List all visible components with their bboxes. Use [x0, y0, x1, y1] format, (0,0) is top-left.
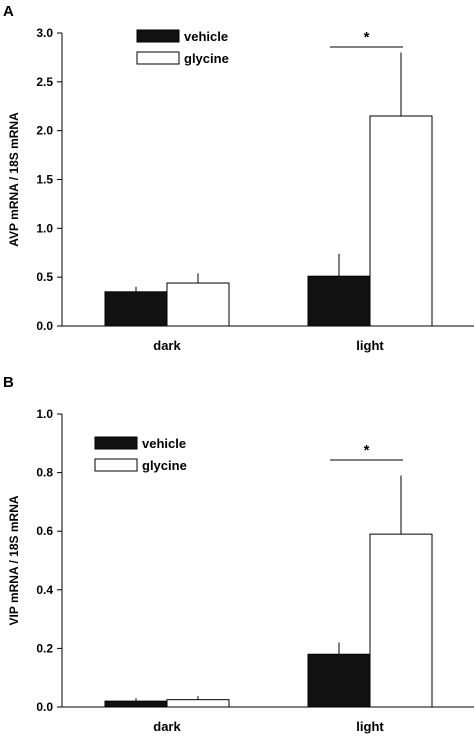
legend-swatch-glycine [136, 51, 180, 65]
y-tick-label: 0.4 [36, 583, 53, 597]
y-tick-label: 1.0 [36, 407, 53, 421]
y-tick-label: 0.0 [36, 700, 53, 714]
y-axis-label: AVP mRNA / 18S mRNA [7, 112, 21, 247]
y-tick-label: 2.0 [36, 124, 53, 138]
bar-glycine-light [369, 115, 433, 327]
panel-label-A: A [3, 3, 14, 20]
y-tick-label: 1.5 [36, 173, 53, 187]
legend-label-vehicle: vehicle [142, 436, 186, 451]
bar-vehicle-dark [104, 291, 168, 327]
x-tick-label: dark [153, 719, 181, 734]
significance-marker: * [364, 442, 370, 459]
x-tick-label: light [356, 338, 384, 353]
x-tick-label: light [356, 719, 384, 734]
panel-label-B: B [3, 374, 14, 391]
y-tick-label: 1.0 [36, 221, 53, 235]
y-tick-label: 0.6 [36, 524, 53, 538]
bar-vehicle-light [307, 275, 371, 327]
bar-vehicle-dark [104, 700, 168, 708]
y-tick-label: 0.2 [36, 641, 53, 655]
legend-label-glycine: glycine [142, 458, 187, 473]
bar-glycine-light [369, 533, 433, 708]
significance-marker: * [364, 29, 370, 46]
legend-swatch-glycine [94, 458, 138, 472]
y-tick-label: 3.0 [36, 26, 53, 40]
y-tick-label: 0.0 [36, 319, 53, 333]
bar-glycine-dark [166, 699, 230, 708]
legend-label-vehicle: vehicle [184, 29, 228, 44]
y-tick-label: 0.5 [36, 270, 53, 284]
x-tick-label: dark [153, 338, 181, 353]
y-axis-label: VIP mRNA / 18S mRNA [7, 495, 21, 625]
y-tick-label: 2.5 [36, 75, 53, 89]
y-tick-label: 0.8 [36, 466, 53, 480]
bar-vehicle-light [307, 653, 371, 708]
legend-swatch-vehicle [94, 436, 138, 450]
legend-label-glycine: glycine [184, 51, 229, 66]
bar-glycine-dark [166, 282, 230, 327]
legend-swatch-vehicle [136, 29, 180, 43]
